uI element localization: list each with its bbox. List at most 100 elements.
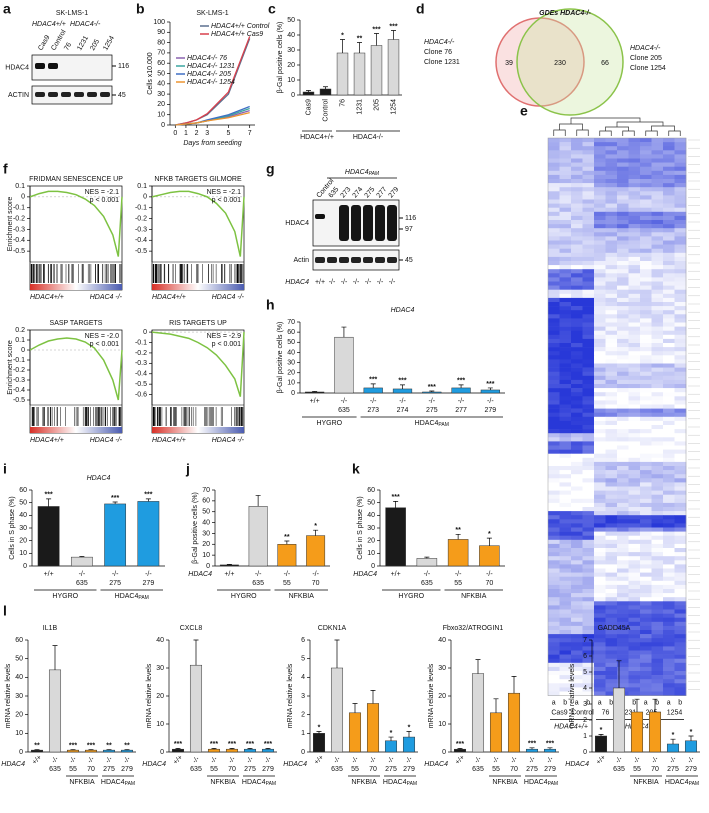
heatmap-cell: [582, 351, 595, 356]
heatmap-cell: [628, 662, 641, 668]
heatmap-cell: [571, 347, 583, 352]
heatmap-cell: [605, 158, 618, 163]
heatmap-cell: [640, 539, 652, 545]
genotype-label: HDAC4: [142, 761, 166, 768]
heatmap-cell: [571, 306, 583, 311]
heatmap-cell: [571, 502, 583, 508]
heatmap-cell: [548, 416, 560, 422]
genotype: -/-: [341, 398, 348, 405]
heatmap-cell: [640, 605, 652, 610]
heatmap-cell: [640, 658, 652, 664]
panel-letter: e: [520, 103, 528, 119]
heatmap-cell: [617, 277, 629, 282]
y-tick-label: 100: [153, 19, 165, 26]
y-tick-label: 40: [15, 674, 23, 681]
bar: [70, 556, 93, 567]
heatmap-cell: [605, 326, 618, 331]
heatmap-cell: [628, 228, 641, 233]
heatmap-cell: [559, 408, 572, 413]
heatmap-cell: [651, 654, 664, 659]
heatmap-cell: [559, 199, 572, 204]
heatmap-cell: [571, 568, 583, 573]
heatmap-cell: [605, 589, 618, 594]
heatmap-cell: [663, 605, 675, 610]
heatmap-cell: [594, 228, 606, 233]
y-tick-label: 2: [301, 712, 305, 719]
error-bar: [406, 731, 412, 738]
error-bar: [547, 747, 553, 750]
heatmap-cell: [571, 449, 583, 454]
heatmap-cell: [674, 252, 687, 258]
heatmap-cell: [651, 314, 664, 319]
heatmap-cell: [594, 277, 606, 282]
heatmap-cell: [571, 486, 583, 491]
heatmap-cell: [594, 584, 606, 590]
genotype: -/-: [86, 755, 96, 765]
heatmap-cell: [571, 482, 583, 487]
heatmap-cell: [548, 433, 560, 438]
heatmap-cell: [582, 285, 595, 290]
heatmap-cell: [663, 293, 675, 299]
heatmap-cell: [674, 310, 687, 315]
band: [351, 205, 361, 241]
heatmap-cell: [674, 277, 687, 282]
heatmap-cell: [594, 650, 606, 655]
heatmap-cell: [548, 174, 560, 180]
heatmap-cell: [674, 527, 687, 532]
heatmap-cell: [571, 232, 583, 237]
heatmap-cell: [559, 203, 572, 208]
heatmap-cell: [617, 392, 629, 397]
heatmap-cell: [674, 638, 687, 643]
heatmap-cell: [617, 347, 629, 352]
y-tick-label: -0.3: [135, 360, 147, 367]
genotype: +/+: [310, 398, 320, 405]
heatmap-cell: [559, 490, 572, 495]
genotype: -/-: [650, 755, 660, 765]
heatmap-cell: [559, 375, 572, 381]
heatmap-cell: [594, 691, 606, 696]
heatmap-cell: [571, 519, 583, 524]
error-bar: [634, 698, 640, 712]
heatmap-cell: [628, 433, 641, 438]
heatmap-cell: [651, 199, 664, 204]
heatmap-cell: [640, 306, 652, 311]
y-tick-label: -0.1: [13, 205, 25, 212]
y-tick-label: 0: [143, 329, 147, 336]
genotype: -/-: [404, 755, 414, 765]
blot-frame: [31, 54, 113, 81]
heatmap-cell: [674, 334, 687, 340]
heatmap-cell: [663, 523, 675, 528]
heatmap-cell: [594, 638, 606, 643]
heatmap-cell: [617, 441, 629, 446]
heatmap-cell: [617, 560, 629, 565]
significance: ***: [457, 378, 465, 385]
heatmap-cell: [548, 306, 560, 311]
heatmap-cell: [651, 523, 664, 528]
heatmap-cell: [605, 650, 618, 655]
heatmap-cell: [651, 211, 664, 217]
heatmap-cell: [571, 507, 583, 512]
error-bar: [79, 556, 85, 558]
sample-label: 1254: [667, 709, 683, 716]
heatmap-cell: [548, 437, 560, 442]
heatmap-cell: [594, 256, 606, 262]
heatmap-cell: [571, 392, 583, 397]
heatmap-cell: [640, 511, 652, 516]
heatmap-cell: [559, 392, 572, 397]
heatmap-cell: [663, 289, 675, 295]
heatmap-cell: [640, 416, 652, 422]
heatmap-cell: [582, 187, 595, 192]
heatmap-cell: [663, 515, 675, 520]
heatmap-cell: [640, 662, 652, 668]
x-tick-label: 1: [184, 130, 188, 137]
bar: [387, 39, 400, 96]
heatmap-cell: [594, 322, 606, 327]
heatmap-cell: [559, 236, 572, 241]
heatmap-cell: [674, 326, 687, 331]
heatmap-cell: [582, 252, 595, 258]
y-tick-label: 40: [202, 519, 210, 526]
heatmap-cell: [582, 589, 595, 594]
heatmap-cell: [548, 560, 560, 565]
label-text: HDAC4: [383, 779, 407, 786]
heatmap-cell: [594, 548, 606, 553]
